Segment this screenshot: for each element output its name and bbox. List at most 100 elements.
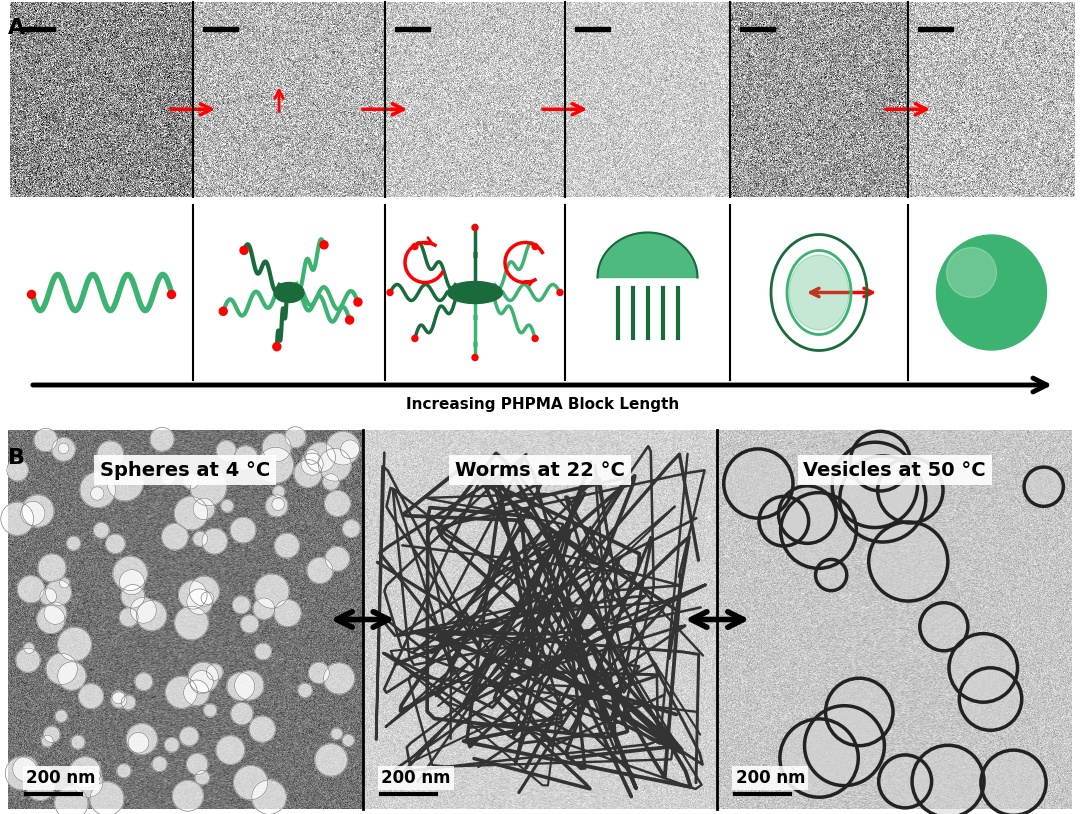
Circle shape (981, 751, 1047, 814)
Circle shape (273, 486, 285, 497)
Circle shape (411, 243, 418, 250)
Circle shape (131, 597, 157, 624)
Circle shape (298, 684, 312, 698)
Circle shape (55, 710, 67, 722)
Polygon shape (597, 233, 698, 278)
Circle shape (325, 547, 349, 571)
Circle shape (173, 781, 203, 812)
Circle shape (201, 592, 214, 605)
Circle shape (346, 316, 353, 324)
Text: A: A (8, 18, 25, 38)
Circle shape (152, 757, 167, 772)
Circle shape (472, 355, 478, 361)
Circle shape (273, 343, 281, 351)
Circle shape (255, 574, 288, 608)
Circle shape (949, 633, 1017, 702)
Bar (0, 0, 1080, 420)
Circle shape (179, 727, 199, 746)
Circle shape (319, 449, 351, 481)
Circle shape (44, 602, 67, 624)
Circle shape (532, 335, 538, 341)
Circle shape (58, 443, 69, 454)
Circle shape (193, 498, 215, 519)
Circle shape (6, 459, 28, 481)
Circle shape (189, 576, 219, 606)
Circle shape (815, 559, 847, 591)
Circle shape (240, 247, 248, 254)
Circle shape (112, 691, 125, 704)
Circle shape (206, 664, 222, 681)
Circle shape (164, 737, 179, 752)
Circle shape (254, 598, 274, 619)
Circle shape (234, 671, 264, 700)
Circle shape (309, 663, 329, 683)
Circle shape (106, 534, 125, 554)
Circle shape (58, 628, 92, 661)
Circle shape (274, 600, 301, 627)
Circle shape (13, 756, 38, 781)
Circle shape (175, 497, 207, 530)
Circle shape (90, 782, 124, 814)
Circle shape (221, 500, 233, 512)
Circle shape (97, 441, 123, 467)
Circle shape (79, 684, 104, 708)
Circle shape (959, 667, 1022, 730)
Circle shape (167, 291, 175, 299)
Bar (575, 27, 610, 31)
Circle shape (202, 528, 227, 554)
Circle shape (272, 498, 284, 510)
Circle shape (43, 726, 59, 742)
Circle shape (258, 447, 294, 483)
Circle shape (175, 606, 208, 640)
Circle shape (21, 501, 45, 526)
Circle shape (234, 446, 257, 470)
Circle shape (878, 457, 943, 523)
Circle shape (1024, 467, 1064, 506)
Circle shape (227, 672, 255, 700)
Circle shape (285, 427, 306, 448)
Circle shape (136, 601, 166, 631)
Ellipse shape (789, 255, 849, 330)
Circle shape (150, 427, 174, 451)
Circle shape (472, 225, 478, 230)
Circle shape (195, 771, 210, 785)
Ellipse shape (936, 235, 1047, 350)
Circle shape (301, 453, 323, 475)
Circle shape (188, 663, 218, 693)
Circle shape (37, 606, 65, 633)
Circle shape (805, 706, 885, 786)
Circle shape (323, 474, 339, 490)
Circle shape (204, 704, 217, 717)
Circle shape (190, 470, 227, 505)
Circle shape (306, 443, 336, 472)
Circle shape (532, 243, 538, 250)
Circle shape (120, 570, 145, 595)
Circle shape (342, 734, 354, 746)
Circle shape (57, 662, 86, 690)
Circle shape (117, 764, 131, 777)
Circle shape (216, 441, 237, 460)
Circle shape (22, 495, 54, 527)
Circle shape (35, 767, 54, 786)
Circle shape (266, 495, 287, 517)
Circle shape (779, 486, 836, 544)
Circle shape (187, 754, 207, 775)
Circle shape (781, 492, 856, 568)
Circle shape (55, 786, 87, 814)
Circle shape (67, 536, 80, 550)
Circle shape (833, 442, 918, 527)
Ellipse shape (946, 247, 997, 297)
Circle shape (184, 475, 199, 489)
Circle shape (5, 757, 38, 790)
Ellipse shape (447, 282, 502, 304)
Circle shape (557, 290, 563, 295)
Circle shape (255, 643, 271, 659)
Circle shape (120, 608, 138, 627)
Bar (21, 27, 55, 31)
Ellipse shape (274, 282, 303, 303)
Circle shape (332, 729, 342, 739)
Circle shape (326, 431, 360, 465)
Circle shape (46, 654, 78, 685)
Circle shape (42, 735, 53, 747)
Circle shape (320, 241, 328, 249)
